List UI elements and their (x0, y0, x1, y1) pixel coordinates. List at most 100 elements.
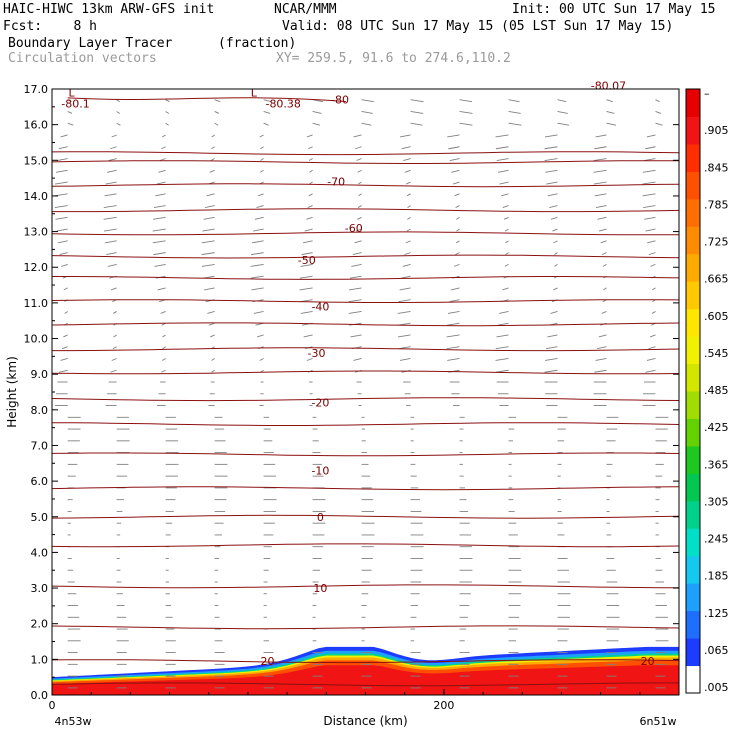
circulation-vector (214, 99, 221, 103)
y-tick-label: 0.0 (31, 689, 49, 702)
circulation-vector (447, 358, 460, 361)
circulation-vector (547, 193, 558, 197)
circulation-vector (502, 205, 509, 208)
circulation-vector (495, 358, 509, 361)
circulation-vector (60, 358, 68, 361)
circulation-vector (598, 228, 607, 232)
circulation-vector (260, 158, 264, 161)
init-time: Init: 00 UTC Sun 17 May 15 (512, 2, 716, 17)
circulation-vector (153, 252, 166, 256)
circulation-vector (446, 346, 460, 350)
circulation-vector (406, 193, 411, 197)
colorbar-swatch (686, 171, 700, 200)
circulation-vector (649, 334, 656, 338)
colorbar-swatch (686, 473, 700, 502)
circulation-vector (504, 263, 509, 267)
circulation-vector (312, 111, 322, 114)
contour-label: 10 (313, 582, 327, 595)
circulation-vector (358, 181, 362, 185)
circulation-vector (459, 122, 473, 126)
circulation-vector (214, 122, 219, 126)
circulation-vector (455, 240, 460, 244)
colorbar-swatch (686, 116, 700, 145)
colorbar-swatch (686, 555, 700, 584)
circulation-vector (64, 311, 68, 314)
circulation-vector (598, 334, 607, 338)
circulation-vector (58, 369, 68, 373)
circulation-vector (404, 252, 411, 256)
circulation-vector (55, 181, 68, 185)
circulation-vector (302, 240, 313, 244)
circulation-vector (644, 216, 656, 220)
circulation-vector (106, 169, 117, 173)
isotherm-line-8 (52, 422, 679, 426)
y-tick-label: 10.0 (24, 333, 49, 346)
circulation-vector (454, 193, 460, 197)
circulation-vector (406, 228, 411, 232)
circulation-vector (410, 99, 424, 103)
circulation-vector (306, 216, 313, 220)
circulation-vector (399, 134, 411, 138)
circulation-vector (495, 146, 509, 150)
circulation-vector (361, 111, 373, 114)
circulation-vector (299, 275, 313, 279)
y-tick-label: 16.0 (24, 119, 49, 132)
circulation-vector (103, 216, 117, 220)
circulation-vector (63, 334, 68, 338)
contour-label: -10 (311, 464, 329, 477)
colorbar-tick-label: .185 (704, 570, 729, 583)
circulation-vector (597, 216, 607, 220)
circulation-vector (357, 169, 362, 173)
circulation-vector (496, 158, 509, 161)
circulation-vector (398, 299, 411, 303)
circulation-vector (600, 240, 607, 244)
plot-frame (51, 88, 680, 696)
colorbar-swatch (686, 253, 700, 282)
contour-label: 20 (641, 655, 655, 668)
circulation-vector (550, 311, 558, 314)
circulation-vector (401, 275, 411, 279)
circulation-vector (502, 287, 509, 291)
circulation-vector (112, 311, 117, 314)
circulation-vector (447, 310, 460, 314)
colorbar-tick-label: – (704, 87, 710, 100)
circulation-vector (211, 369, 215, 373)
circulation-vector (58, 146, 68, 150)
circulation-vector (57, 240, 68, 244)
circulation-vector (348, 310, 362, 314)
circulation-vector (111, 358, 117, 361)
circulation-vector (399, 358, 411, 361)
y-axis-label: Height (km) (5, 356, 19, 427)
circulation-vector (257, 193, 264, 197)
circulation-vector (108, 158, 117, 161)
circulation-vector (250, 275, 264, 279)
colorbar-swatch (686, 226, 700, 255)
colorbar-tick-label: .905 (704, 124, 729, 137)
circulation-vector (304, 228, 313, 232)
isotherm-line-11 (52, 347, 679, 352)
circulation-vector (643, 158, 656, 161)
isotherm-line-4 (52, 543, 679, 548)
y-tick-label: 2.0 (31, 618, 49, 631)
circulation-vector (250, 263, 264, 267)
isotherm-line-15 (52, 254, 679, 259)
forecast-hour: Fcst: 8 h (3, 19, 97, 34)
circulation-vector (497, 322, 509, 326)
circulation-vector (57, 158, 68, 161)
colorbar-swatch (686, 391, 700, 419)
circulation-vector (357, 205, 362, 208)
circulation-vector (655, 122, 663, 126)
circulation-vector (55, 216, 68, 220)
circulation-vector (553, 240, 558, 244)
circulation-vector (410, 111, 424, 114)
circulation-vector (645, 146, 656, 150)
circulation-vector (306, 134, 313, 138)
circulation-vector (263, 122, 269, 126)
circulation-vector (407, 205, 411, 208)
circulation-vector (104, 193, 117, 197)
circulation-vector (116, 122, 121, 126)
isotherm-line-12 (52, 322, 679, 327)
circulation-vector (554, 264, 558, 267)
x-axis-label: Distance (km) (323, 714, 407, 728)
model-title: HAIC-HIWC 13km ARW-GFS init (3, 2, 215, 17)
